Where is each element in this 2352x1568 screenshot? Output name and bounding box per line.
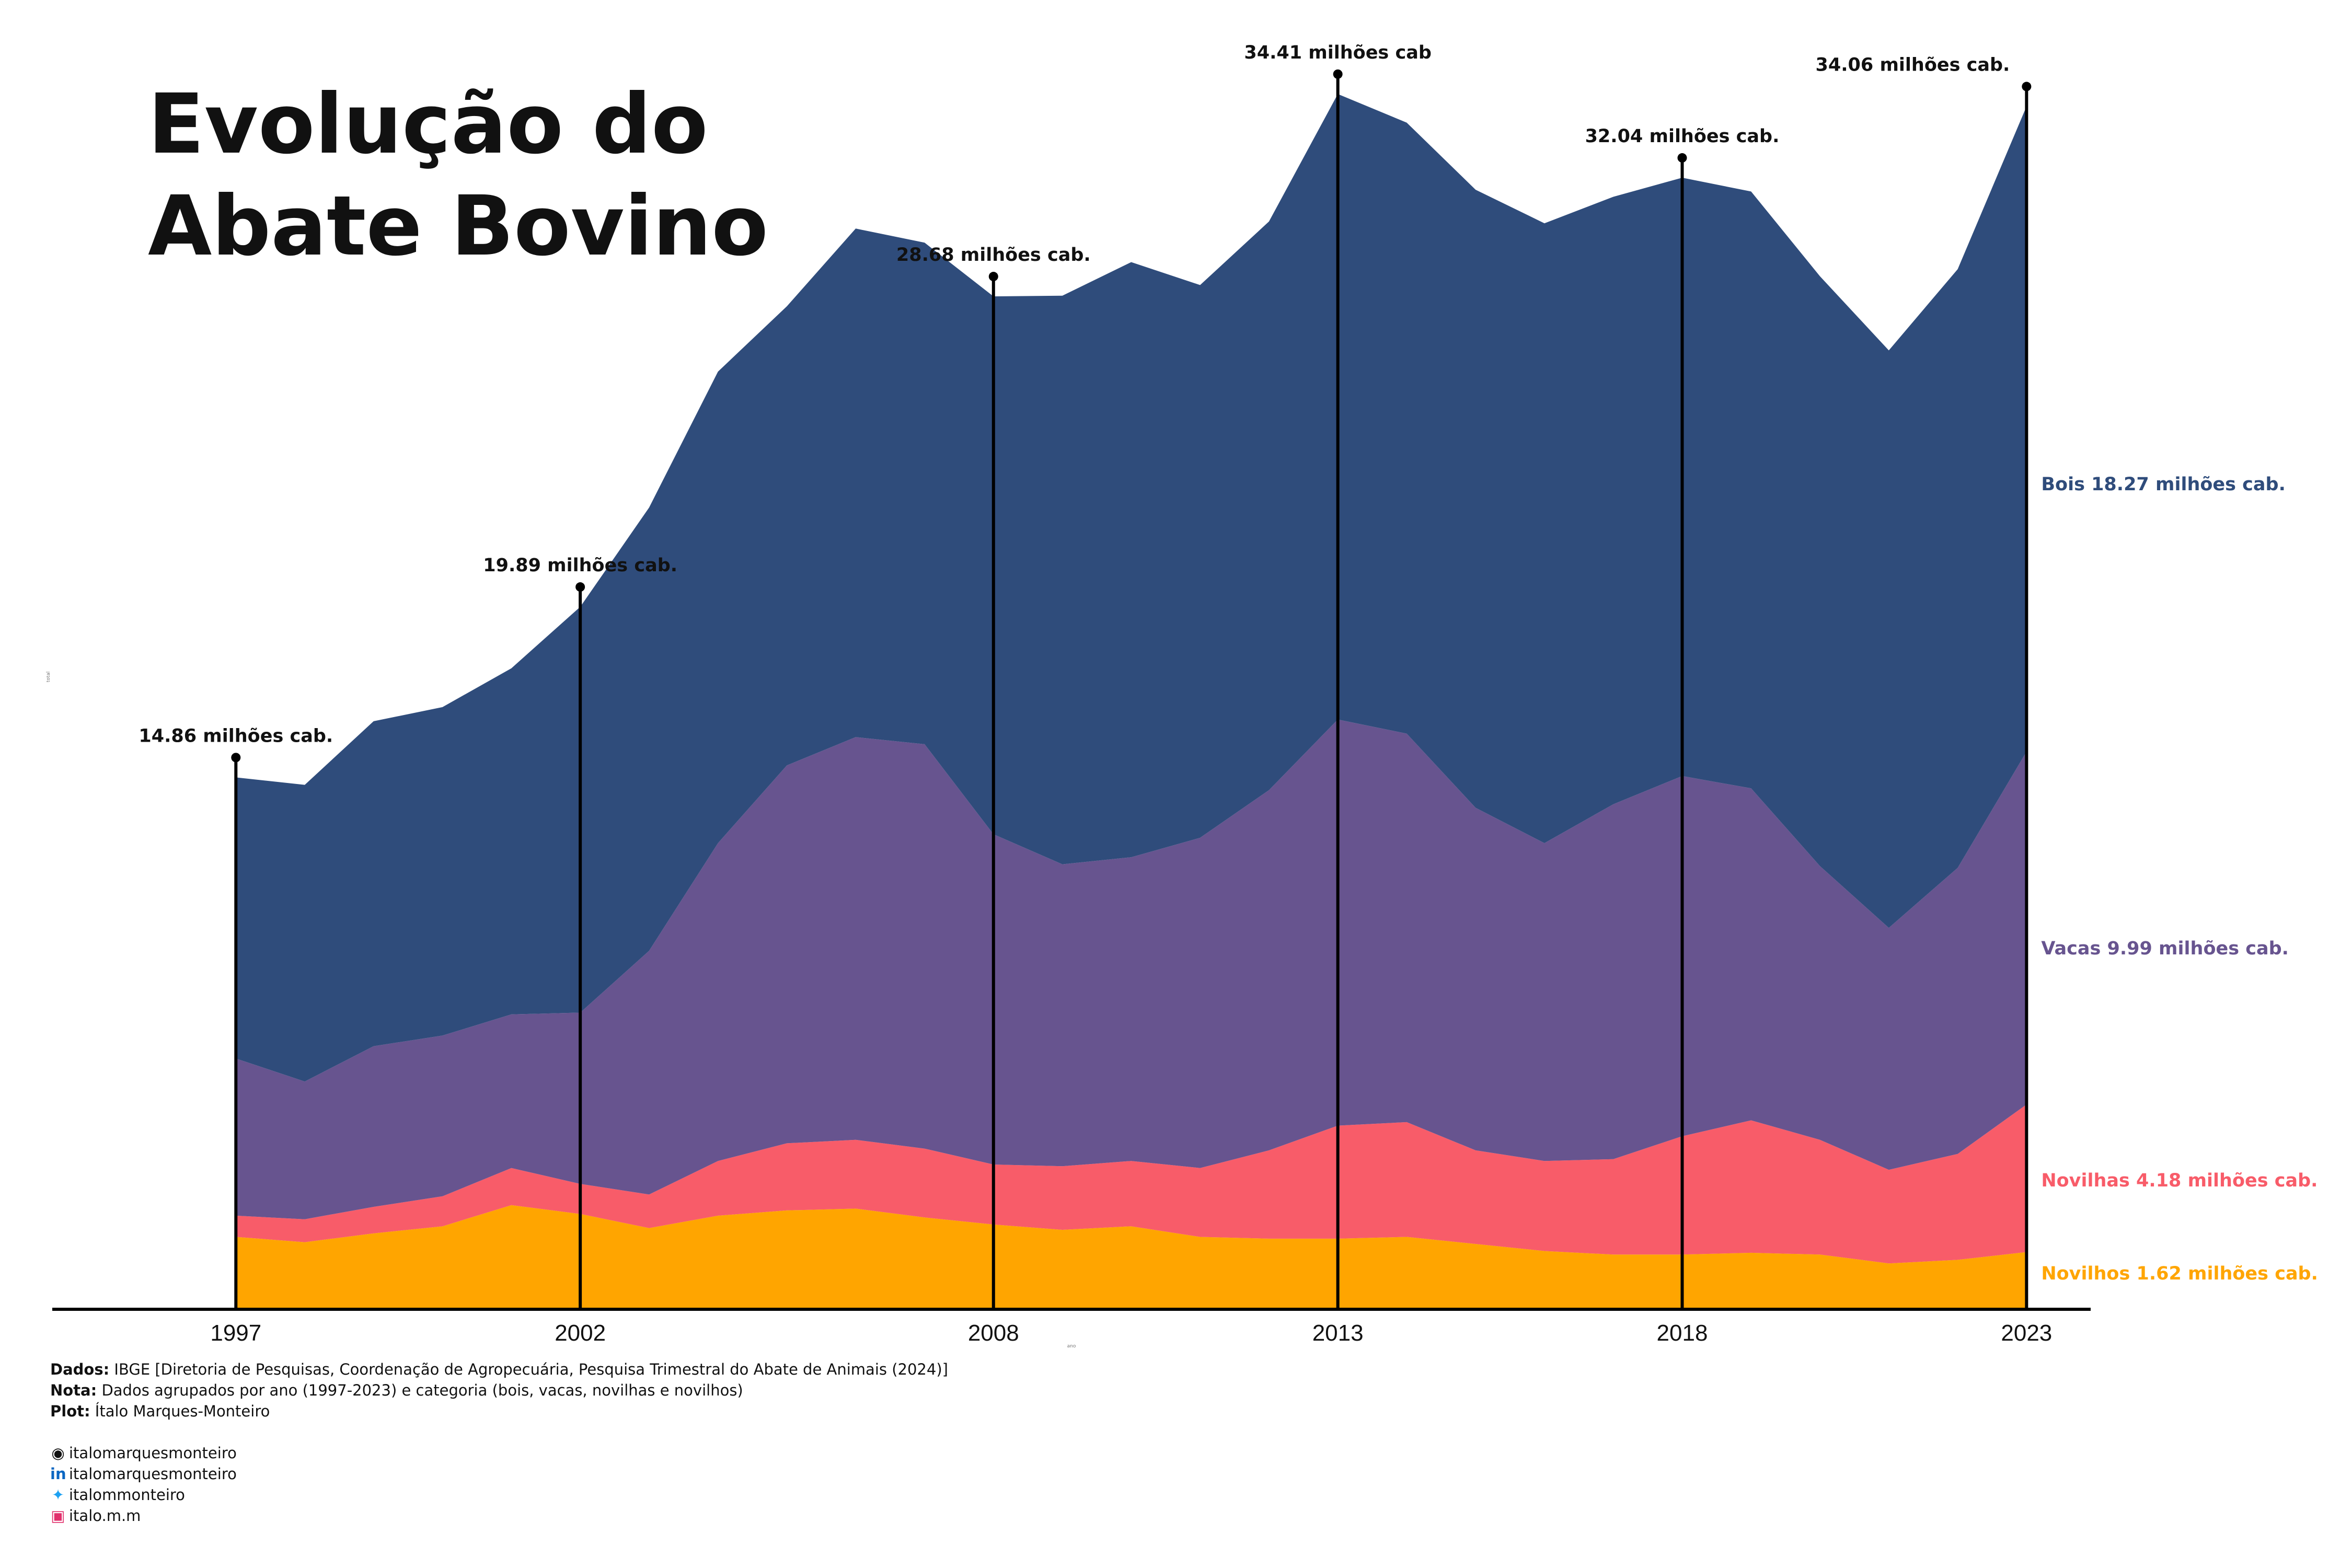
series-label-bois: Bois 18.27 milhões cab. (2041, 474, 2286, 495)
footer: Dados: IBGE [Diretoria de Pesquisas, Coo… (50, 1359, 948, 1526)
peak-label-2002: 19.89 milhões cab. (483, 555, 677, 576)
peak-dot-1997 (231, 753, 241, 763)
series-label-novilhas: Novilhas 4.18 milhões cab. (2041, 1170, 2318, 1191)
x-axis: 1997 2002 2008 2013 2018 2023 (52, 1308, 2091, 1346)
footer-instagram[interactable]: ▣ italo.m.m (50, 1505, 948, 1526)
footer-source-label: Dados: (50, 1361, 110, 1378)
peak-markers: 14.86 milhões cab. 19.89 milhões cab. 28.6… (139, 42, 2032, 1309)
y-axis-title: total (46, 672, 51, 683)
peak-dot-2013 (1333, 69, 1343, 79)
peak-label-2013: 34.41 milhões cab (1244, 42, 1432, 63)
twitter-handle: italommonteiro (69, 1486, 185, 1504)
footer-plot-text: Ítalo Marques-Monteiro (95, 1402, 270, 1420)
linkedin-icon: in (50, 1465, 66, 1483)
footer-github[interactable]: ◉ italomarquesmonteiro (50, 1443, 948, 1463)
series-label-novilhos: Novilhos 1.62 milhões cab. (2041, 1263, 2318, 1284)
footer-twitter[interactable]: ✦ italommonteiro (50, 1484, 948, 1505)
footer-note-text: Dados agrupados por ano (1997-2023) e ca… (101, 1381, 743, 1399)
github-handle: italomarquesmonteiro (69, 1444, 237, 1462)
x-tick-2002: 2002 (555, 1320, 606, 1346)
peak-dot-2023 (2022, 82, 2032, 91)
chart-title-line-2: Abate Bovino (148, 178, 768, 274)
footer-source: Dados: IBGE [Diretoria de Pesquisas, Coo… (50, 1359, 948, 1380)
chart-title-line-1: Evolução do (148, 76, 708, 172)
peak-dot-2018 (1677, 153, 1687, 163)
twitter-icon: ✦ (51, 1486, 65, 1504)
area-novilhas (236, 1104, 2027, 1264)
footer-plot-label: Plot: (50, 1402, 90, 1420)
footer-source-text: IBGE [Diretoria de Pesquisas, Coordenaçã… (114, 1361, 948, 1378)
x-tick-2008: 2008 (968, 1320, 1019, 1346)
peak-dot-2008 (988, 272, 998, 282)
x-tick-2023: 2023 (2001, 1320, 2052, 1346)
peak-label-1997: 14.86 milhões cab. (139, 725, 333, 746)
stacked-areas (236, 94, 2027, 1309)
x-tick-1997: 1997 (210, 1320, 261, 1346)
area-bois (236, 94, 2027, 1082)
instagram-icon: ▣ (51, 1507, 65, 1525)
area-novilhos (236, 1205, 2027, 1309)
peak-label-2018: 32.04 milhões cab. (1585, 126, 1780, 147)
footer-note: Nota: Dados agrupados por ano (1997-2023… (50, 1380, 948, 1401)
x-tick-2018: 2018 (1657, 1320, 1708, 1346)
peak-label-2008: 28.68 milhões cab. (896, 245, 1091, 266)
x-tick-2013: 2013 (1312, 1320, 1364, 1346)
series-label-vacas: Vacas 9.99 milhões cab. (2041, 938, 2289, 959)
x-axis-title: ano (1067, 1344, 1076, 1349)
instagram-handle: italo.m.m (69, 1507, 141, 1525)
peak-label-2023: 34.06 milhões cab. (1816, 55, 2010, 76)
footer-note-label: Nota: (50, 1381, 97, 1399)
footer-plot: Plot: Ítalo Marques-Monteiro (50, 1401, 948, 1422)
footer-linkedin[interactable]: in italomarquesmonteiro (50, 1463, 948, 1484)
peak-dot-2002 (575, 582, 585, 592)
linkedin-handle: italomarquesmonteiro (69, 1465, 237, 1483)
github-icon: ◉ (51, 1444, 65, 1462)
area-vacas (236, 719, 2027, 1219)
series-labels: Bois 18.27 milhões cab. Vacas 9.99 milhõe… (2041, 474, 2318, 1284)
